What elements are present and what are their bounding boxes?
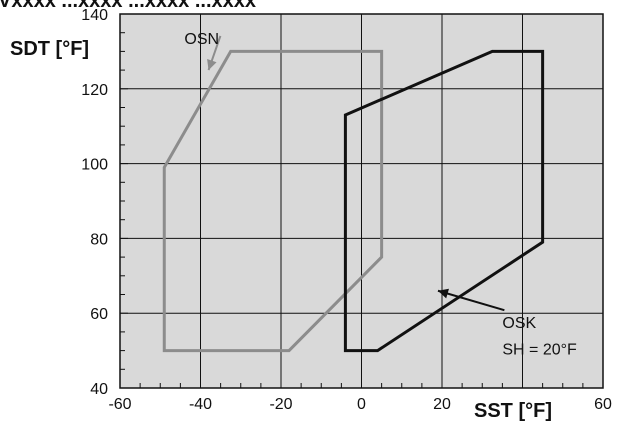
y-tick-label: 60 — [90, 306, 108, 323]
header-fragment: Vxxxx ...xxxx ...xxxx ...xxxx — [0, 0, 256, 12]
x-tick-label: 20 — [433, 396, 451, 413]
annotations: OSN OSK SH = 20°F — [184, 31, 577, 358]
y-axis-title: SDT [°F] — [10, 38, 89, 60]
annotation-label: SH = 20°F — [502, 341, 577, 358]
x-tick-label: -60 — [108, 396, 131, 413]
series-layer — [162, 49, 545, 353]
y-tick-label: 40 — [90, 381, 108, 398]
y-tick-label: 80 — [90, 231, 108, 248]
x-tick-label: 0 — [357, 396, 366, 413]
x-tick-label: 60 — [594, 396, 612, 413]
axis-ticks: -60 -40 -20 0 20 60 40 60 80 100 120 140 — [81, 7, 612, 413]
annotation-arrow-osk — [437, 289, 505, 312]
series-osk-outline — [343, 49, 545, 353]
x-tick-label: -40 — [189, 396, 212, 413]
x-tick-label: -20 — [269, 396, 292, 413]
x-axis-title: SST [°F] — [474, 400, 552, 422]
annotation-label: OSN — [184, 31, 219, 48]
y-tick-label: 120 — [81, 82, 108, 99]
annotation-label: OSK — [502, 315, 536, 332]
annotation-arrowhead-osk — [437, 288, 449, 299]
y-tick-label: 140 — [81, 7, 108, 24]
header-strip: Vxxxx ...xxxx ...xxxx ...xxxx — [0, 0, 256, 12]
annotation-arrowhead-osn — [207, 59, 217, 71]
series-osn-outline — [162, 49, 384, 353]
y-tick-label: 100 — [81, 157, 108, 174]
grid — [120, 14, 603, 388]
